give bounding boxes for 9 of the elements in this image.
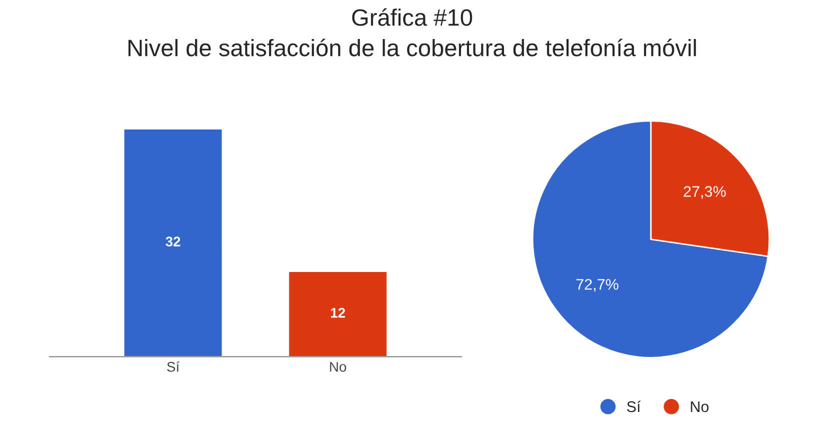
data-label: 27,3% [684,186,726,199]
legend-label: Sí [627,400,641,412]
chart-title: Gráfica #10 [352,8,472,26]
data-label: 12 [330,308,346,318]
data-label: 72,7% [576,278,618,292]
data-label: 32 [166,236,180,247]
legend-label: No [690,401,709,412]
chart-subtitle: Nivel de satisfacción de la cobertura de telefonía móvil [128,38,696,56]
pie-slice [532,120,769,358]
